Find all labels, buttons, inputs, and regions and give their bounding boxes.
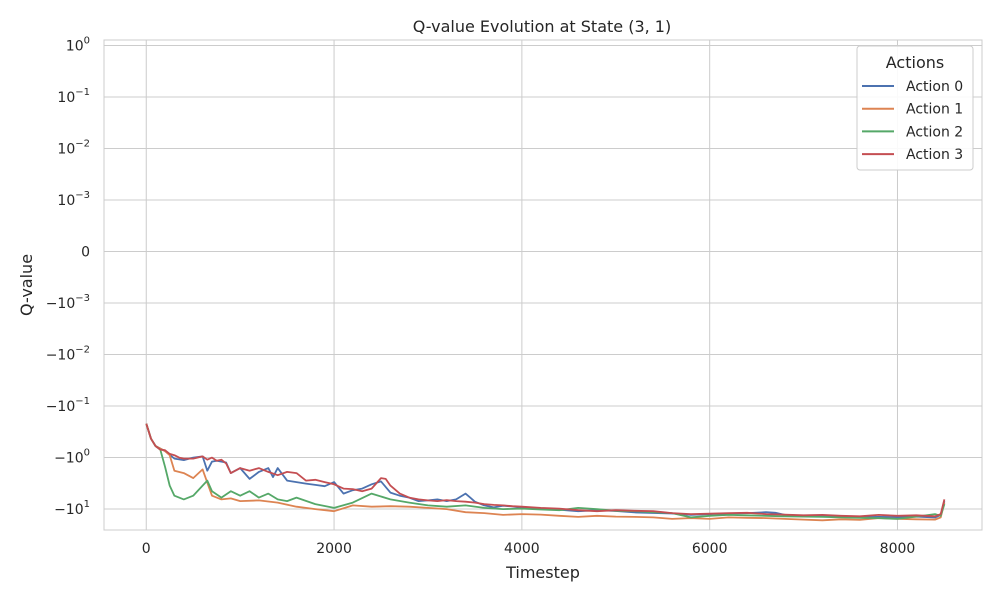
- y-tick-exponent: −3: [75, 293, 90, 304]
- series-line-action-3: [145, 423, 946, 518]
- x-tick-label: 2000: [316, 541, 352, 557]
- x-tick-label: 0: [142, 541, 151, 557]
- y-tick-exponent: −3: [75, 190, 90, 201]
- series-line-action-2: [145, 423, 946, 520]
- legend-label: Action 1: [906, 102, 963, 118]
- y-tick-label: 10−2: [57, 139, 90, 158]
- x-tick-label: 4000: [504, 541, 540, 557]
- y-tick-main: −10: [54, 451, 84, 467]
- plot-frame: [103, 39, 983, 531]
- y-tick-main: 10: [66, 39, 84, 55]
- y-tick-exponent: −1: [75, 396, 90, 407]
- y-tick-exponent: −1: [75, 87, 90, 98]
- y-tick-main: 10: [57, 142, 75, 158]
- y-tick-exponent: 0: [84, 36, 90, 47]
- y-tick-exponent: −2: [75, 139, 90, 150]
- y-tick-label: −101: [54, 499, 90, 518]
- y-tick-label: 0: [81, 245, 90, 261]
- y-tick-label: −10−3: [46, 293, 90, 312]
- legend-items: Action 0 Action 1 Action 2 Action 3: [862, 79, 963, 163]
- y-tick-main: −10: [46, 296, 76, 312]
- y-tick-label: 10−1: [57, 87, 90, 106]
- x-axis-label: Timestep: [505, 563, 580, 582]
- y-tick-exponent: 1: [84, 499, 90, 510]
- y-tick-label: −10−2: [46, 345, 90, 364]
- x-tick-label: 8000: [880, 541, 916, 557]
- y-tick-main: −10: [54, 502, 84, 518]
- y-tick-label: 100: [66, 36, 90, 55]
- y-tick-exponent: 0: [84, 448, 90, 459]
- x-tick-label: 6000: [692, 541, 728, 557]
- x-axis-ticks: 0 2000 4000 6000 8000: [142, 541, 916, 557]
- y-tick-main: 10: [57, 90, 75, 106]
- legend-box: [856, 45, 974, 171]
- legend: Actions Action 0 Action 1 Action 2 Action 3: [856, 45, 974, 171]
- y-tick-label: −10−1: [46, 396, 90, 415]
- y-tick-main: 0: [81, 245, 90, 261]
- y-tick-main: −10: [46, 348, 76, 364]
- legend-label: Action 0: [906, 79, 963, 95]
- y-tick-label: −100: [54, 448, 90, 467]
- y-tick-exponent: −2: [75, 345, 90, 356]
- y-tick-label: 10−3: [57, 190, 90, 209]
- series-line-action-1: [145, 423, 946, 522]
- grid: [104, 40, 982, 530]
- series-layer: [145, 423, 946, 522]
- legend-label: Action 2: [906, 124, 963, 140]
- y-tick-main: 10: [57, 193, 75, 209]
- legend-title: Actions: [886, 53, 944, 72]
- y-tick-main: −10: [46, 399, 76, 415]
- chart-title: Q-value Evolution at State (3, 1): [413, 17, 671, 36]
- y-axis-label: Q-value: [17, 254, 36, 316]
- legend-label: Action 3: [906, 147, 963, 163]
